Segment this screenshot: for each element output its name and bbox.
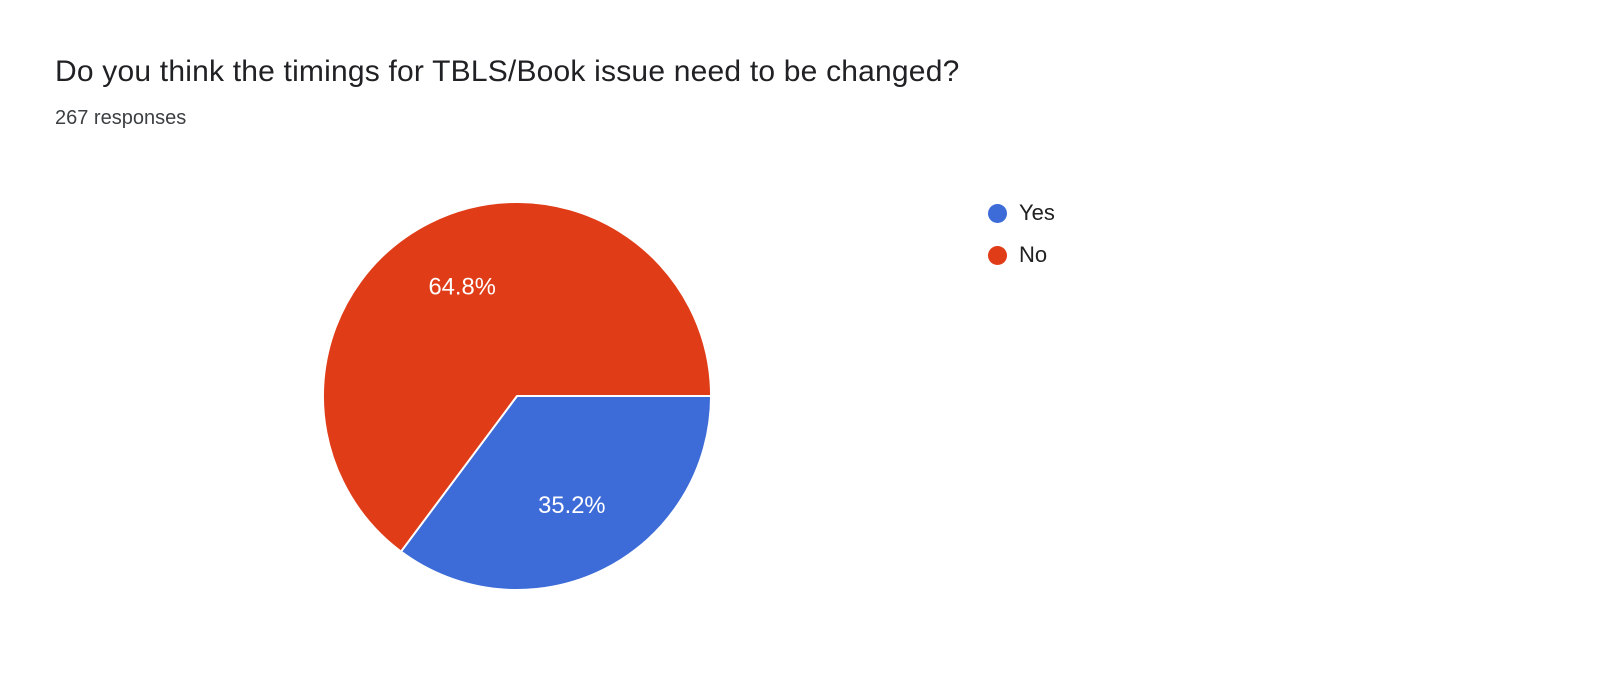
legend-label-yes: Yes xyxy=(1019,200,1055,225)
chart-title: Do you think the timings for TBLS/Book i… xyxy=(55,55,960,88)
pie-slice-no[interactable] xyxy=(321,201,713,553)
legend-item-yes: Yes xyxy=(988,200,1055,226)
legend-swatch-no-icon xyxy=(988,245,1007,265)
legend-item-no: No xyxy=(988,242,1055,268)
legend-swatch-yes-icon xyxy=(988,203,1007,223)
pie-chart: 35.2% 64.8% xyxy=(319,198,715,594)
response-count: 267 responses xyxy=(55,107,187,129)
pie-chart-svg: 35.2% 64.8% xyxy=(321,201,713,592)
pie-slice-label: 64.8% xyxy=(428,274,495,301)
chart-legend: Yes No xyxy=(988,200,1055,268)
pie-slice-label: 35.2% xyxy=(538,492,605,519)
legend-label-no: No xyxy=(1019,242,1048,267)
pie-slice-yes[interactable] xyxy=(399,395,713,592)
